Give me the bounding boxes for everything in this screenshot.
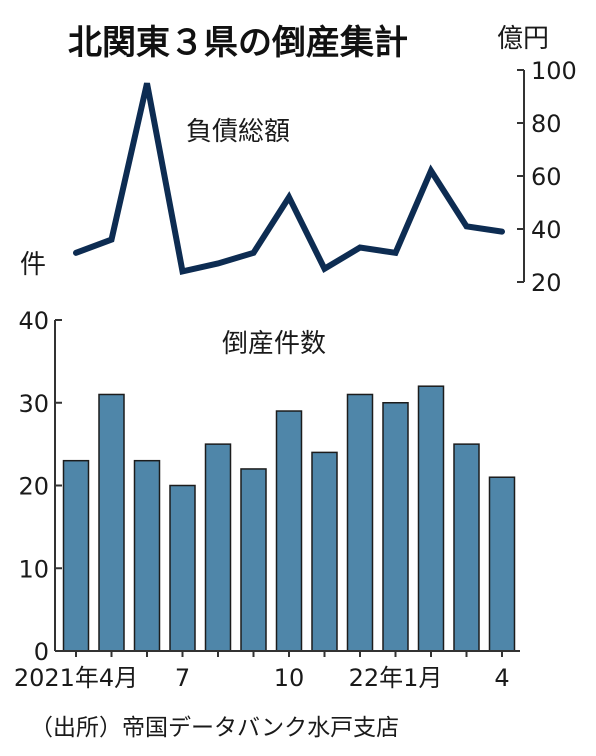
bar-2021-08 xyxy=(204,443,232,652)
bankruptcy-bar-panel: 件 倒産件数 0 10 20 30 40 2021年4月 7 10 22年1月 4 xyxy=(14,250,520,692)
bar-2021-09 xyxy=(240,468,267,652)
bar-y-tick-label: 30 xyxy=(18,390,49,418)
bar-y-tick-label: 40 xyxy=(18,307,49,335)
debt-y-tick-label: 60 xyxy=(531,163,562,191)
x-tick-label: 4 xyxy=(494,664,509,692)
bar-2022-02 xyxy=(417,385,445,652)
bar-series-label: 倒産件数 xyxy=(222,329,326,359)
debt-unit-label: 億円 xyxy=(497,24,549,54)
bar-2021-04 xyxy=(62,459,90,652)
x-tick-label: 2021年4月 xyxy=(14,664,138,692)
debt-y-tick-label: 20 xyxy=(531,269,562,297)
x-tick-label: 22年1月 xyxy=(349,664,443,692)
x-tick-label: 7 xyxy=(175,664,190,692)
debt-y-tick-label: 80 xyxy=(531,110,562,138)
bar-y-tick-label: 20 xyxy=(18,473,49,501)
debt-y-tick-label: 100 xyxy=(531,57,577,85)
bar-2022-01 xyxy=(382,402,409,652)
chart-title: 北関東３県の倒産集計 xyxy=(68,23,408,63)
bar-unit-label: 件 xyxy=(20,250,46,280)
bar-2022-03 xyxy=(453,443,480,652)
bar-2021-12 xyxy=(346,393,374,652)
bar-2021-11 xyxy=(311,451,338,652)
bar-y-tick-label: 10 xyxy=(18,555,49,583)
x-tick-label: 10 xyxy=(274,664,305,692)
bar-2021-07 xyxy=(169,484,196,652)
bar-2022-04 xyxy=(488,476,516,652)
debt-series-line xyxy=(73,82,505,276)
bar-2021-10 xyxy=(275,410,303,652)
debt-y-tick-label: 40 xyxy=(531,216,562,244)
bar-y-tick-label: 0 xyxy=(34,638,49,666)
bar-2021-06 xyxy=(133,459,161,652)
debt-series-label: 負債総額 xyxy=(186,117,290,147)
bar-2021-05 xyxy=(98,393,125,652)
debt-line-panel: 億円 負債総額 20 40 60 80 100 xyxy=(73,24,577,297)
source-note: （出所）帝国データバンク水戸支店 xyxy=(30,715,399,741)
